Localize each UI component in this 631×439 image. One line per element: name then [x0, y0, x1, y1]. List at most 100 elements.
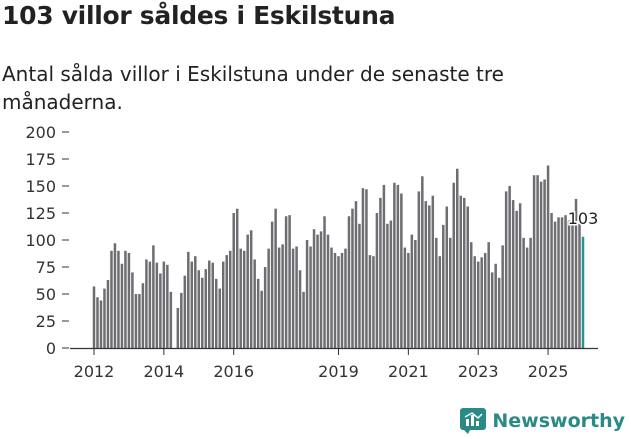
bar: [532, 175, 536, 348]
x-tick-label: 2025: [528, 362, 569, 381]
bar: [483, 252, 487, 348]
y-tick-label: 150: [25, 177, 56, 196]
bar: [414, 240, 417, 348]
bar: [201, 277, 204, 348]
bar: [249, 230, 253, 348]
bar: [508, 186, 511, 348]
brand: Newsworthy: [460, 408, 625, 434]
bar: [260, 290, 263, 348]
bar: [539, 181, 543, 348]
bar: [564, 215, 567, 348]
bar: [525, 247, 529, 348]
bar: [138, 294, 141, 348]
bar: [316, 234, 319, 348]
y-tick-label: 125: [25, 204, 56, 223]
bar: [92, 286, 96, 348]
bar: [543, 179, 546, 348]
bar: [330, 247, 333, 348]
bar: [302, 291, 305, 348]
bar: [410, 234, 414, 348]
bar: [375, 213, 379, 348]
bar: [372, 256, 375, 348]
bar: [462, 197, 466, 348]
bar: [176, 308, 180, 348]
bar: [459, 195, 462, 348]
bar: [319, 231, 323, 348]
bar: [490, 272, 494, 348]
x-tick-label: 2019: [318, 362, 359, 381]
bar: [124, 250, 127, 348]
bar: [393, 182, 396, 348]
bar: [228, 250, 232, 348]
bar: [386, 223, 389, 348]
bar: [574, 198, 578, 348]
y-tick-label: 75: [36, 258, 56, 277]
bar: [452, 182, 456, 348]
bar: [169, 291, 173, 348]
newsworthy-logo-icon: [460, 408, 487, 434]
bar: [235, 208, 239, 348]
bar: [365, 189, 368, 348]
bar: [110, 250, 113, 348]
y-tick-label: 100: [25, 231, 56, 250]
y-tick-label: 25: [36, 312, 56, 331]
bar: [445, 206, 449, 348]
bar: [232, 213, 235, 348]
bar: [113, 243, 117, 348]
bar: [312, 229, 316, 348]
bar: [239, 248, 242, 348]
bar: [560, 217, 564, 348]
bar: [494, 263, 497, 348]
bar: [120, 263, 124, 348]
x-tick-label: 2012: [74, 362, 115, 381]
bar: [323, 216, 326, 348]
bar: [96, 297, 99, 348]
bar: [190, 261, 194, 348]
bar: [368, 255, 372, 348]
bar: [117, 250, 120, 348]
y-tick-label: 200: [25, 123, 56, 142]
bar: [424, 201, 428, 348]
bar: [141, 283, 145, 348]
bar: [267, 248, 270, 348]
bar: [305, 240, 309, 348]
bar: [194, 256, 197, 348]
bar: [389, 220, 393, 348]
bar: [295, 246, 298, 348]
last-value-label: 103: [568, 209, 599, 228]
bar: [127, 252, 131, 348]
bar: [529, 237, 532, 348]
bar: [183, 275, 187, 348]
bar: [379, 197, 382, 348]
bar: [480, 257, 483, 348]
bar: [347, 216, 351, 348]
bar: [298, 270, 302, 348]
bar: [344, 248, 347, 348]
bar: [253, 259, 256, 348]
bar: [417, 191, 421, 348]
bar: [337, 256, 340, 348]
bar: [162, 261, 166, 348]
y-tick-label: 175: [25, 150, 56, 169]
bar: [501, 245, 504, 348]
bar: [428, 205, 431, 348]
bar: [522, 237, 525, 348]
bar: [504, 191, 508, 348]
bar: [571, 220, 574, 348]
bar: [351, 208, 354, 348]
bar: [515, 210, 518, 348]
bar: [354, 201, 358, 348]
bar: [407, 252, 410, 348]
bar: [557, 217, 560, 348]
bar: [274, 208, 277, 348]
brand-name: Newsworthy: [492, 410, 625, 432]
bar: [326, 234, 330, 348]
x-axis: 2012 2014 2016 2019 2021 2023 2025: [70, 347, 598, 381]
bar: [403, 247, 407, 348]
bar: [309, 246, 312, 348]
bar: [103, 288, 106, 348]
bar: [435, 237, 438, 348]
bar: [99, 300, 103, 348]
bar: [131, 272, 134, 348]
bar: [536, 175, 539, 348]
